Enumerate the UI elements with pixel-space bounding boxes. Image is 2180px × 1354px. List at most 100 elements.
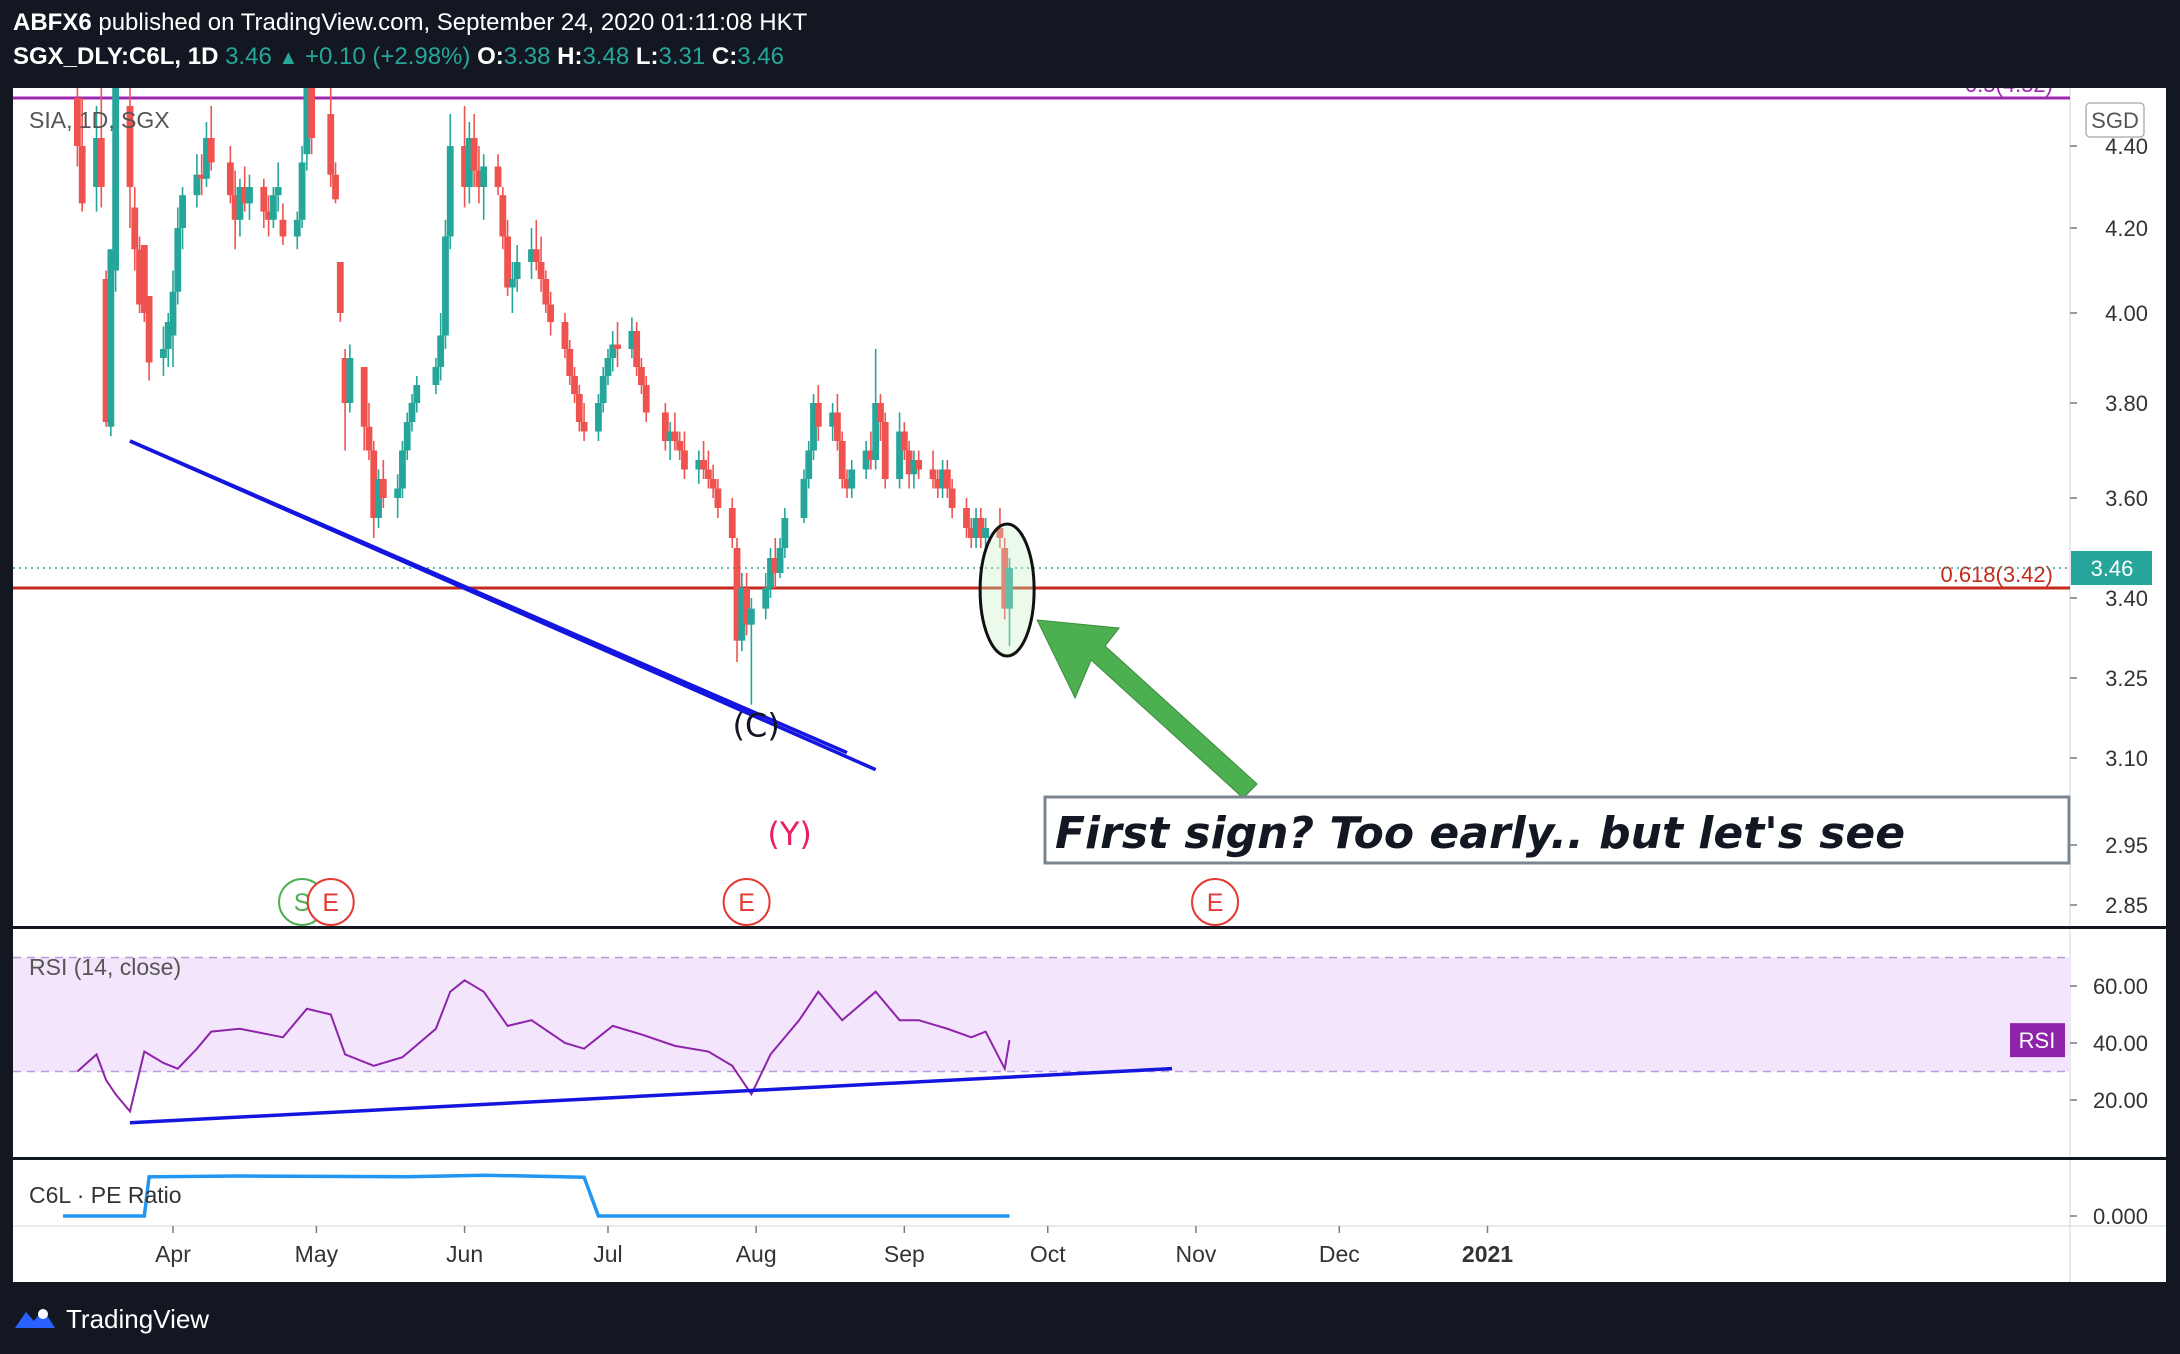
currency-box[interactable] [2085, 102, 2145, 138]
candle[interactable] [542, 270, 550, 314]
publisher-name[interactable]: ABFX6 [13, 9, 92, 36]
event-marker[interactable] [722, 878, 771, 926]
candle[interactable] [671, 412, 679, 451]
candle[interactable] [776, 538, 784, 578]
candle[interactable] [499, 187, 507, 250]
candle[interactable] [140, 245, 148, 322]
candle[interactable] [642, 376, 650, 422]
candle[interactable] [695, 450, 703, 484]
candle[interactable] [738, 573, 746, 652]
candle[interactable] [403, 412, 411, 461]
candle[interactable] [112, 66, 120, 292]
candle[interactable] [900, 422, 908, 460]
candle[interactable] [446, 114, 454, 250]
candle[interactable] [704, 450, 712, 489]
candle[interactable] [336, 262, 344, 322]
candle[interactable] [877, 394, 884, 441]
candle[interactable] [246, 174, 253, 220]
candle[interactable] [580, 403, 588, 441]
candle[interactable] [160, 326, 167, 377]
candle[interactable] [97, 66, 105, 208]
time-axis[interactable] [13, 1226, 2166, 1282]
candle[interactable] [126, 66, 134, 228]
chart-area[interactable]: 0.618(3.42)0.5(4.52) (C)(Y)S E E E 4.404.20… [0, 0, 2180, 1282]
candle[interactable] [179, 187, 186, 250]
event-marker[interactable] [1191, 878, 1240, 926]
candle[interactable] [198, 154, 206, 196]
candle[interactable] [743, 573, 750, 636]
rsi-line[interactable] [76, 979, 1011, 1114]
candle[interactable] [360, 367, 368, 451]
candle[interactable] [164, 313, 172, 367]
candle[interactable] [236, 178, 244, 237]
candle[interactable] [379, 460, 387, 508]
candle[interactable] [432, 358, 440, 394]
candle[interactable] [700, 441, 707, 479]
candle[interactable] [566, 340, 574, 385]
candle[interactable] [327, 82, 335, 187]
candle[interactable] [437, 313, 445, 381]
candle[interactable] [977, 508, 985, 548]
candle[interactable] [394, 474, 402, 518]
candle[interactable] [733, 538, 741, 662]
candle[interactable] [972, 508, 980, 548]
candle[interactable] [1006, 558, 1013, 646]
candle[interactable] [293, 211, 301, 250]
candle[interactable] [982, 518, 989, 548]
candle[interactable] [532, 219, 540, 271]
last-price-tag[interactable] [2071, 551, 2152, 585]
candle[interactable] [470, 114, 478, 187]
candle[interactable] [504, 219, 511, 296]
candle[interactable] [74, 66, 81, 167]
candle[interactable] [963, 498, 970, 538]
candle[interactable] [442, 219, 449, 349]
candle[interactable] [939, 460, 946, 498]
pe-pane[interactable] [13, 1160, 2070, 1226]
candle[interactable] [929, 450, 937, 489]
candle[interactable] [834, 394, 841, 451]
candle[interactable] [561, 313, 569, 358]
candle[interactable] [298, 146, 306, 228]
candle[interactable] [203, 122, 210, 187]
candle[interactable] [260, 178, 268, 228]
candle[interactable] [480, 154, 488, 220]
candle[interactable] [575, 385, 583, 432]
candle[interactable] [614, 322, 621, 367]
candle[interactable] [609, 331, 617, 372]
candle[interactable] [346, 344, 354, 413]
candle[interactable] [867, 431, 875, 470]
candle[interactable] [948, 479, 956, 518]
candle[interactable] [494, 154, 502, 196]
candle[interactable] [131, 187, 139, 271]
candle[interactable] [375, 469, 382, 529]
candle[interactable] [781, 508, 789, 558]
rsi-trendline[interactable] [129, 1066, 1173, 1125]
candle[interactable] [829, 403, 837, 441]
annotation-box[interactable] [1043, 795, 2071, 865]
candle[interactable] [78, 98, 86, 212]
candle[interactable] [805, 441, 813, 489]
candle[interactable] [102, 270, 110, 427]
candle[interactable] [1001, 538, 1009, 620]
candle[interactable] [508, 262, 516, 313]
candle[interactable] [915, 450, 923, 480]
support-trendline[interactable] [129, 439, 848, 755]
pe-line[interactable] [63, 1173, 1010, 1218]
candle[interactable] [881, 412, 889, 489]
candle[interactable] [537, 236, 545, 292]
candle[interactable] [599, 367, 607, 413]
candle[interactable] [666, 422, 674, 460]
candle[interactable] [862, 441, 870, 479]
candle[interactable] [872, 349, 880, 470]
candle[interactable] [399, 441, 406, 498]
candle[interactable] [595, 394, 602, 441]
candle[interactable] [910, 450, 918, 489]
price-axis[interactable] [2070, 88, 2166, 1226]
candle[interactable] [604, 349, 612, 385]
candle[interactable] [709, 464, 717, 498]
highlight-ellipse[interactable] [978, 522, 1036, 658]
candle[interactable] [413, 376, 421, 413]
candle[interactable] [967, 518, 975, 548]
candle[interactable] [528, 228, 535, 279]
candle[interactable] [174, 207, 182, 305]
